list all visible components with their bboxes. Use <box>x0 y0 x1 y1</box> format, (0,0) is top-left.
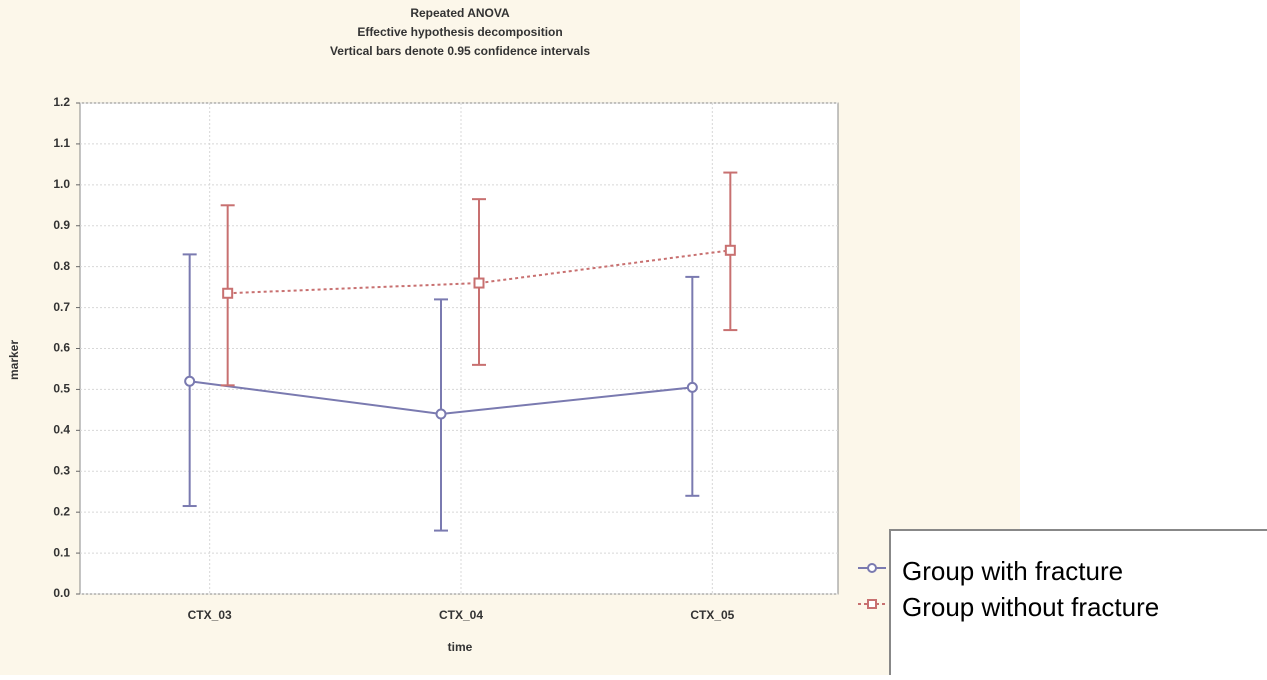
y-axis-label: marker <box>7 340 21 380</box>
legend-marker <box>867 599 877 609</box>
point <box>724 244 736 256</box>
chart-title: Repeated ANOVA <box>410 6 510 20</box>
legend <box>889 529 1267 680</box>
point <box>184 375 196 387</box>
y-tick-label: 0.5 <box>53 382 70 396</box>
x-tick-label: CTX_05 <box>690 608 734 622</box>
y-tick-label: 0.4 <box>53 423 70 437</box>
y-tick-label: 1.1 <box>53 136 70 150</box>
chart-subtitle: Effective hypothesis decomposition <box>357 25 562 39</box>
chart-subtitle: Vertical bars denote 0.95 confidence int… <box>330 44 590 58</box>
y-tick-label: 0.7 <box>53 300 70 314</box>
y-tick-label: 0.2 <box>53 504 70 518</box>
x-tick-label: CTX_03 <box>188 608 232 622</box>
point <box>473 277 485 289</box>
y-tick-label: 0.8 <box>53 259 70 273</box>
legend-label: Group without fracture <box>902 592 1159 622</box>
legend-label: Group with fracture <box>902 556 1123 586</box>
point <box>686 381 698 393</box>
y-tick-label: 1.2 <box>53 95 70 109</box>
legend-marker <box>867 563 877 573</box>
y-tick-label: 0.1 <box>53 545 70 559</box>
y-tick-label: 0.6 <box>53 341 70 355</box>
plot-area <box>79 102 839 595</box>
y-tick-label: 0.9 <box>53 218 70 232</box>
point <box>222 287 234 299</box>
x-tick-label: CTX_04 <box>439 608 483 622</box>
x-axis-label: time <box>448 640 473 654</box>
y-tick-label: 0.3 <box>53 463 70 477</box>
y-tick-label: 0.0 <box>53 586 70 600</box>
point <box>435 408 447 420</box>
y-tick-label: 1.0 <box>53 177 70 191</box>
series-line <box>227 249 731 295</box>
